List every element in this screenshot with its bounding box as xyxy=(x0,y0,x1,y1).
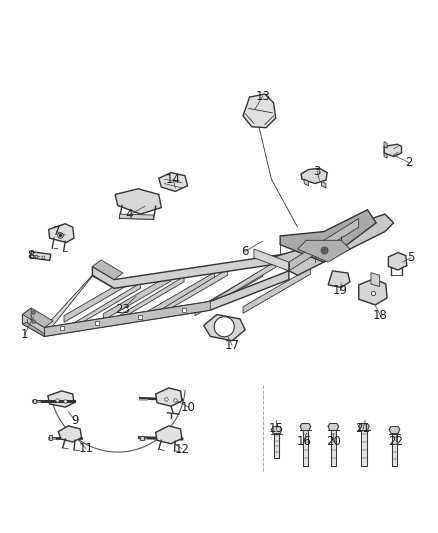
Polygon shape xyxy=(328,424,339,431)
Text: 16: 16 xyxy=(297,434,312,448)
Polygon shape xyxy=(49,435,52,440)
Polygon shape xyxy=(243,268,311,313)
Polygon shape xyxy=(303,426,308,466)
Polygon shape xyxy=(289,219,359,271)
Text: 13: 13 xyxy=(255,90,270,103)
Polygon shape xyxy=(115,189,161,214)
Polygon shape xyxy=(272,426,282,433)
Polygon shape xyxy=(280,210,376,262)
Polygon shape xyxy=(162,269,228,313)
Polygon shape xyxy=(22,322,44,336)
Polygon shape xyxy=(301,168,327,183)
Text: 4: 4 xyxy=(126,208,133,222)
Polygon shape xyxy=(30,252,51,261)
Polygon shape xyxy=(389,426,400,433)
Polygon shape xyxy=(75,283,141,327)
Text: 1: 1 xyxy=(21,328,28,341)
Polygon shape xyxy=(384,144,402,157)
Polygon shape xyxy=(48,391,74,407)
Polygon shape xyxy=(103,274,171,320)
Polygon shape xyxy=(120,214,153,220)
Polygon shape xyxy=(49,224,74,243)
Text: 12: 12 xyxy=(174,442,189,456)
Polygon shape xyxy=(92,219,359,288)
Polygon shape xyxy=(361,426,367,466)
Circle shape xyxy=(214,317,234,337)
Polygon shape xyxy=(22,271,289,336)
Polygon shape xyxy=(195,270,263,316)
Text: 7: 7 xyxy=(53,225,60,238)
Text: 20: 20 xyxy=(326,434,341,448)
Text: 2: 2 xyxy=(405,156,413,169)
Polygon shape xyxy=(389,253,407,270)
Polygon shape xyxy=(147,272,215,318)
Polygon shape xyxy=(140,436,144,440)
Polygon shape xyxy=(272,214,394,275)
Polygon shape xyxy=(384,153,387,158)
Polygon shape xyxy=(44,302,210,336)
Text: 3: 3 xyxy=(314,165,321,178)
Polygon shape xyxy=(328,271,350,287)
Polygon shape xyxy=(359,424,369,431)
Text: 22: 22 xyxy=(389,434,403,448)
Text: 10: 10 xyxy=(181,401,196,414)
Polygon shape xyxy=(92,260,123,280)
Text: 14: 14 xyxy=(166,173,180,185)
Polygon shape xyxy=(22,308,53,328)
Polygon shape xyxy=(304,179,308,185)
Polygon shape xyxy=(384,142,387,148)
Text: 9: 9 xyxy=(71,414,79,427)
Polygon shape xyxy=(33,399,36,403)
Polygon shape xyxy=(210,261,276,306)
Polygon shape xyxy=(297,240,350,262)
Polygon shape xyxy=(243,94,276,128)
Polygon shape xyxy=(58,426,81,442)
Polygon shape xyxy=(155,388,182,406)
Text: 18: 18 xyxy=(373,309,388,322)
Text: 11: 11 xyxy=(78,442,93,455)
Text: 17: 17 xyxy=(225,338,240,352)
Polygon shape xyxy=(155,426,182,444)
Polygon shape xyxy=(22,308,31,324)
Polygon shape xyxy=(331,426,336,466)
Polygon shape xyxy=(204,314,245,341)
Polygon shape xyxy=(254,249,289,271)
Polygon shape xyxy=(119,277,184,320)
Polygon shape xyxy=(371,272,380,287)
Text: 23: 23 xyxy=(116,303,131,316)
Polygon shape xyxy=(274,430,279,458)
Polygon shape xyxy=(300,424,311,431)
Polygon shape xyxy=(22,314,44,336)
Polygon shape xyxy=(359,279,387,305)
Polygon shape xyxy=(159,173,187,191)
Text: 5: 5 xyxy=(407,251,415,264)
Text: 6: 6 xyxy=(241,245,249,258)
Text: 15: 15 xyxy=(268,423,283,435)
Polygon shape xyxy=(44,266,114,336)
Polygon shape xyxy=(392,430,397,466)
Polygon shape xyxy=(321,181,326,188)
Text: 8: 8 xyxy=(28,249,35,262)
Polygon shape xyxy=(64,277,132,322)
Text: 19: 19 xyxy=(333,284,348,297)
Text: 21: 21 xyxy=(356,423,371,435)
